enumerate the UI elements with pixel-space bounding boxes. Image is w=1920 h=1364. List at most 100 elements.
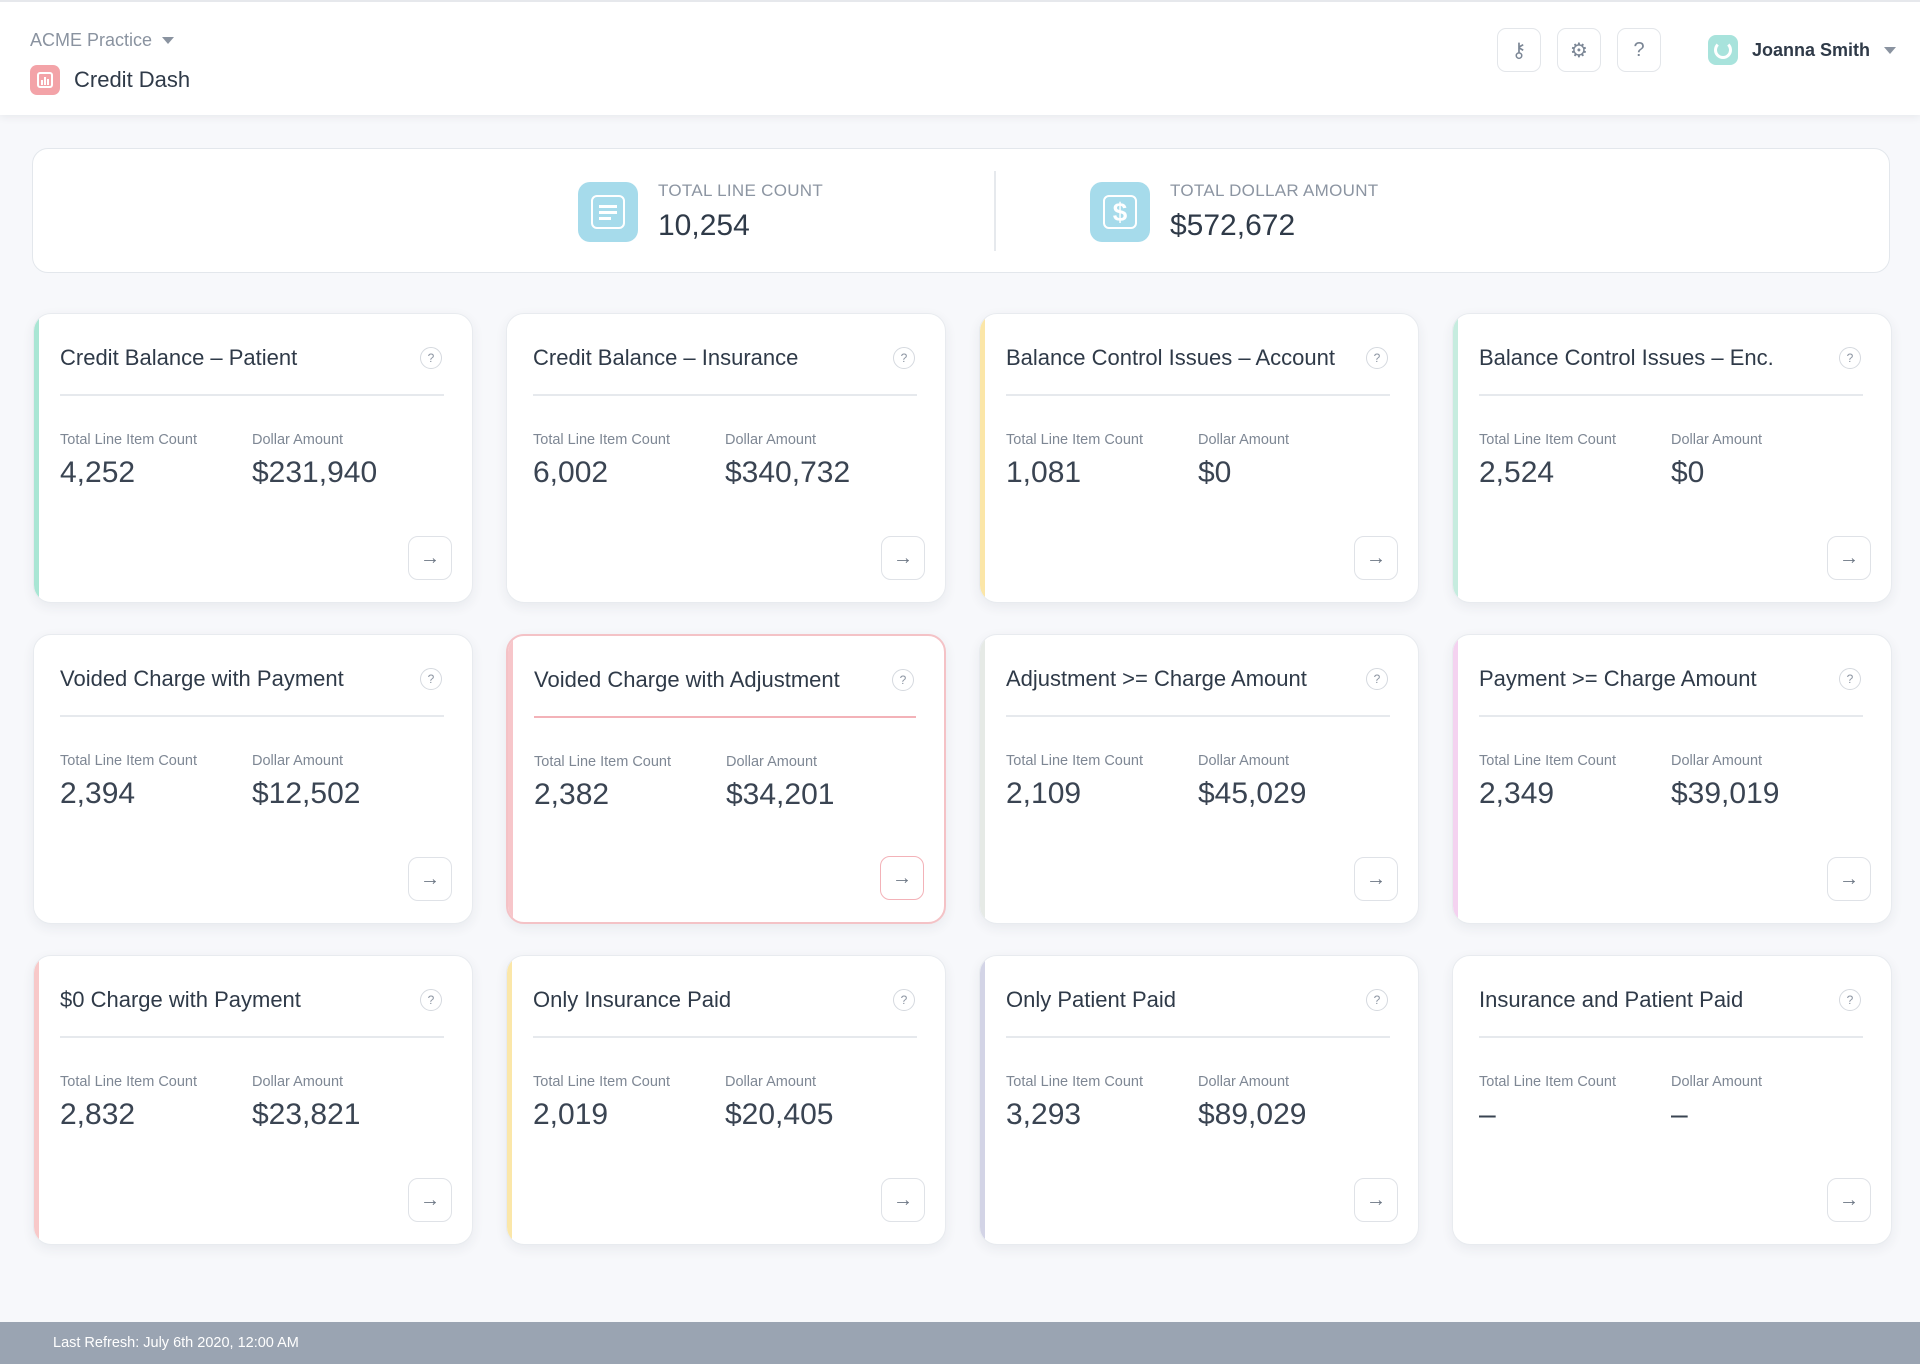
arrow-right-icon[interactable]: → — [408, 536, 452, 580]
card-divider — [534, 716, 916, 718]
arrow-right-icon[interactable]: → — [1354, 536, 1398, 580]
user-menu[interactable]: Joanna Smith — [1708, 32, 1897, 68]
app-title: Credit Dash — [30, 65, 190, 95]
count-value: 2,394 — [60, 777, 136, 810]
arrow-right-icon[interactable]: → — [1354, 857, 1398, 901]
count-value: 2,524 — [1479, 456, 1555, 489]
help-icon[interactable]: ? — [1366, 668, 1388, 690]
bar-chart-icon — [30, 65, 60, 95]
count-value: 2,019 — [533, 1098, 609, 1131]
count-value: 2,349 — [1479, 777, 1555, 810]
help-icon[interactable]: ? — [420, 347, 442, 369]
card-divider — [1006, 394, 1390, 396]
amount-label: Dollar Amount — [252, 432, 344, 448]
count-value: 2,382 — [534, 778, 610, 811]
card-divider — [1006, 1036, 1390, 1038]
card-divider — [533, 1036, 917, 1038]
arrow-right-icon[interactable]: → — [880, 856, 924, 900]
amount-value: $0 — [1198, 456, 1232, 489]
metric-card[interactable]: Balance Control Issues – Enc.? Total Line… — [1452, 313, 1892, 603]
count-label: Total Line Item Count — [1479, 753, 1617, 769]
arrow-right-icon[interactable]: → — [1827, 857, 1871, 901]
card-accent — [980, 635, 985, 923]
card-accent — [507, 314, 512, 602]
help-icon[interactable]: ? — [1366, 989, 1388, 1011]
help-icon[interactable]: ? — [1839, 668, 1861, 690]
metric-card[interactable]: Balance Control Issues – Account? Total L… — [979, 313, 1419, 603]
arrow-right-icon[interactable]: → — [1827, 1178, 1871, 1222]
total-line-count-value: 10,254 — [658, 209, 750, 242]
amount-label: Dollar Amount — [252, 1074, 344, 1090]
dollar-icon: $ — [1090, 182, 1150, 242]
help-icon[interactable]: ? — [1839, 989, 1861, 1011]
card-title: Balance Control Issues – Account — [1006, 345, 1335, 370]
count-value: 1,081 — [1006, 456, 1082, 489]
card-title: Adjustment >= Charge Amount — [1006, 666, 1307, 691]
arrow-right-icon[interactable]: → — [1354, 1178, 1398, 1222]
amount-value: $231,940 — [252, 456, 378, 489]
help-button[interactable]: ? — [1617, 28, 1661, 72]
last-refresh-text: Last Refresh: July 6th 2020, 12:00 AM — [53, 1335, 299, 1351]
practice-selector[interactable]: ACME Practice — [30, 30, 175, 51]
amount-value: $34,201 — [726, 778, 835, 811]
metric-card[interactable]: Only Insurance Paid? Total Line Item Coun… — [506, 955, 946, 1245]
sliders-icon: ⚙ — [1570, 39, 1588, 62]
count-value: – — [1479, 1098, 1496, 1131]
metric-card[interactable]: Credit Balance – Patient? Total Line Item… — [33, 313, 473, 603]
count-value: 4,252 — [60, 456, 136, 489]
card-divider — [1006, 715, 1390, 717]
help-icon[interactable]: ? — [420, 668, 442, 690]
metric-card[interactable]: Voided Charge with Adjustment? Total Line… — [506, 634, 946, 924]
metric-card[interactable]: Insurance and Patient Paid? Total Line It… — [1452, 955, 1892, 1245]
card-accent — [1453, 956, 1458, 1244]
metric-card[interactable]: Voided Charge with Payment? Total Line It… — [33, 634, 473, 924]
metric-card[interactable]: Adjustment >= Charge Amount? Total Line I… — [979, 634, 1419, 924]
help-icon[interactable]: ? — [1366, 347, 1388, 369]
metric-card[interactable]: Payment >= Charge Amount? Total Line Item… — [1452, 634, 1892, 924]
card-title: Balance Control Issues – Enc. — [1479, 345, 1774, 370]
arrow-right-icon[interactable]: → — [881, 1178, 925, 1222]
amount-label: Dollar Amount — [725, 1074, 817, 1090]
amount-value: $89,029 — [1198, 1098, 1307, 1131]
amount-label: Dollar Amount — [1198, 753, 1290, 769]
metric-card[interactable]: Only Patient Paid? Total Line Item Count D… — [979, 955, 1419, 1245]
avatar — [1708, 35, 1738, 65]
help-icon[interactable]: ? — [893, 989, 915, 1011]
card-divider — [60, 394, 444, 396]
help-icon[interactable]: ? — [892, 669, 914, 691]
help-icon[interactable]: ? — [893, 347, 915, 369]
card-accent — [980, 314, 985, 602]
card-title: Voided Charge with Payment — [60, 666, 344, 691]
card-accent — [1453, 314, 1458, 602]
amount-value: $39,019 — [1671, 777, 1780, 810]
arrow-right-icon[interactable]: → — [1827, 536, 1871, 580]
amount-label: Dollar Amount — [726, 754, 818, 770]
amount-value: $20,405 — [725, 1098, 834, 1131]
card-title: Credit Balance – Insurance — [533, 345, 799, 370]
card-accent — [34, 314, 39, 602]
card-accent — [507, 956, 512, 1244]
summary-divider — [994, 171, 996, 251]
amount-value: $0 — [1671, 456, 1705, 489]
count-value: 2,832 — [60, 1098, 136, 1131]
top-header: ACME Practice Credit Dash ⚷ ⚙ ? Joanna S… — [0, 0, 1920, 115]
key-button[interactable]: ⚷ — [1497, 28, 1541, 72]
total-line-count-label: TOTAL LINE COUNT — [658, 181, 824, 200]
document-icon — [578, 182, 638, 242]
card-title: Insurance and Patient Paid — [1479, 987, 1744, 1012]
arrow-right-icon[interactable]: → — [408, 857, 452, 901]
arrow-right-icon[interactable]: → — [881, 536, 925, 580]
key-icon: ⚷ — [1511, 39, 1527, 62]
metric-card[interactable]: Credit Balance – Insurance? Total Line It… — [506, 313, 946, 603]
metric-card[interactable]: $0 Charge with Payment? Total Line Item C… — [33, 955, 473, 1245]
amount-value: $12,502 — [252, 777, 361, 810]
help-icon[interactable]: ? — [1839, 347, 1861, 369]
card-accent — [34, 635, 39, 923]
count-label: Total Line Item Count — [1006, 1074, 1144, 1090]
help-icon[interactable]: ? — [420, 989, 442, 1011]
filters-button[interactable]: ⚙ — [1557, 28, 1601, 72]
count-label: Total Line Item Count — [60, 432, 198, 448]
arrow-right-icon[interactable]: → — [408, 1178, 452, 1222]
count-label: Total Line Item Count — [534, 754, 672, 770]
card-title: $0 Charge with Payment — [60, 987, 301, 1012]
